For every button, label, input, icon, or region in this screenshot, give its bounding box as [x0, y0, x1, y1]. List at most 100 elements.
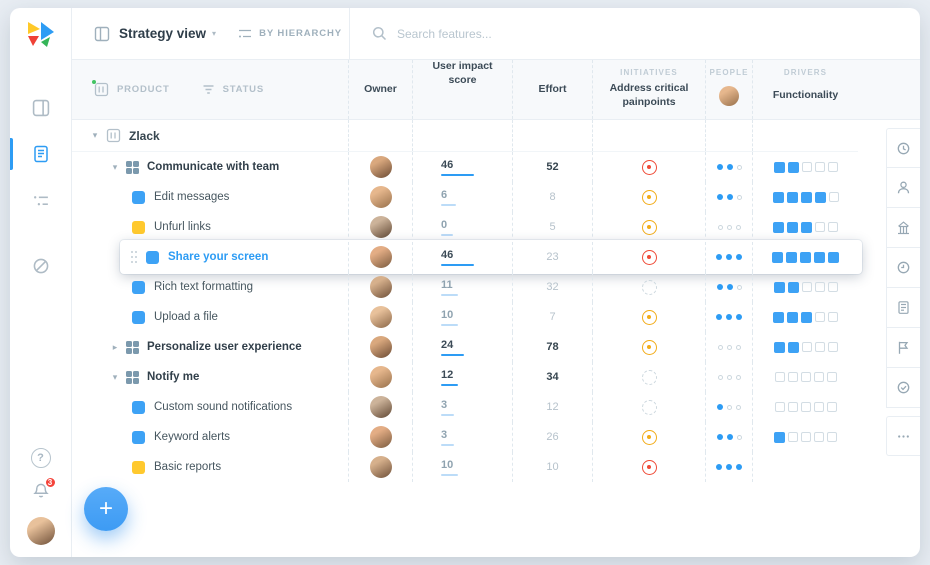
user-impact-score[interactable]: 10: [441, 458, 454, 471]
drivers-bar[interactable]: [773, 341, 838, 353]
owner-avatar[interactable]: [369, 246, 392, 268]
initiatives-column-header[interactable]: INITIATIVES Address critical painpoints: [592, 60, 705, 119]
initiative-status-icon[interactable]: [641, 309, 657, 325]
feature-row[interactable]: Edit messages 6 8: [72, 182, 858, 212]
user-impact-score[interactable]: 12: [441, 368, 454, 381]
feature-row[interactable]: Share your screen 46 23: [72, 240, 862, 274]
user-impact-score[interactable]: 24: [441, 338, 454, 351]
product-column-label[interactable]: PRODUCT: [117, 84, 170, 95]
flag-icon[interactable]: [886, 328, 920, 368]
status-column-label[interactable]: STATUS: [222, 84, 264, 95]
feature-label[interactable]: Keyword alerts: [154, 431, 231, 443]
owner-avatar[interactable]: [369, 366, 392, 388]
people-dots[interactable]: [716, 194, 742, 200]
initiative-status-icon[interactable]: [641, 279, 657, 295]
owner-avatar[interactable]: [369, 456, 392, 478]
feature-label[interactable]: Communicate with team: [147, 161, 280, 173]
feature-group-row[interactable]: ▸ Personalize user experience 24 78: [72, 332, 858, 362]
effort-value[interactable]: 34: [546, 371, 559, 383]
drivers-bar[interactable]: [773, 221, 838, 233]
drivers-bar[interactable]: [772, 251, 839, 263]
initiative-status-icon[interactable]: [641, 399, 657, 415]
user-impact-score[interactable]: 0: [441, 218, 448, 231]
effort-value[interactable]: 5: [549, 221, 556, 233]
expand-caret-icon[interactable]: ▾: [112, 371, 118, 382]
effort-value[interactable]: 23: [546, 251, 559, 263]
feature-row[interactable]: Keyword alerts 3 26: [72, 422, 858, 452]
expand-caret-icon[interactable]: ▾: [92, 130, 98, 140]
drivers-bar[interactable]: [774, 372, 837, 382]
feature-label[interactable]: Rich text formatting: [154, 281, 254, 293]
product-row[interactable]: ▾ Zlack: [72, 120, 858, 152]
people-icon[interactable]: [886, 168, 920, 208]
help-icon[interactable]: ?: [30, 448, 51, 468]
people-column-header[interactable]: PEOPLE: [705, 60, 752, 119]
owner-column-header[interactable]: Owner: [348, 60, 412, 119]
user-impact-score[interactable]: 6: [441, 188, 448, 201]
feature-label[interactable]: Unfurl links: [154, 221, 211, 233]
user-avatar[interactable]: [26, 517, 55, 545]
initiative-status-icon[interactable]: [641, 459, 657, 475]
user-impact-score[interactable]: 46: [441, 248, 454, 261]
drivers-bar[interactable]: [772, 191, 839, 203]
owner-avatar[interactable]: [369, 426, 392, 448]
notifications-bell-icon[interactable]: 3: [32, 476, 57, 504]
effort-value[interactable]: 8: [549, 191, 556, 203]
effort-value[interactable]: 78: [546, 341, 559, 353]
owner-avatar[interactable]: [369, 156, 392, 178]
add-feature-button[interactable]: +: [84, 487, 128, 531]
user-impact-score[interactable]: 46: [441, 158, 454, 171]
initiative-status-icon[interactable]: [641, 249, 657, 265]
initiative-status-icon[interactable]: [641, 189, 657, 205]
effort-value[interactable]: 12: [546, 401, 559, 413]
effort-value[interactable]: 7: [549, 311, 556, 323]
user-impact-column-header[interactable]: User impact score: [412, 60, 512, 119]
initiative-status-icon[interactable]: [641, 159, 657, 175]
drag-handle[interactable]: [130, 250, 138, 264]
effort-value[interactable]: 32: [546, 281, 559, 293]
owner-avatar[interactable]: [369, 306, 392, 328]
feature-row[interactable]: Rich text formatting 11 32: [72, 272, 858, 302]
feature-label[interactable]: Edit messages: [154, 191, 230, 203]
feature-row[interactable]: Basic reports 10 10: [72, 452, 858, 482]
owner-avatar[interactable]: [369, 216, 392, 238]
expand-caret-icon[interactable]: ▸: [112, 341, 118, 352]
feature-label[interactable]: Personalize user experience: [147, 341, 302, 353]
drivers-column-header[interactable]: DRIVERS Functionality: [752, 60, 858, 119]
drivers-bar[interactable]: [774, 431, 837, 443]
feature-group-row[interactable]: ▾ Notify me 12 34: [72, 362, 858, 392]
owner-avatar[interactable]: [369, 396, 392, 418]
feature-label[interactable]: Zlack: [129, 128, 160, 143]
app-logo-icon[interactable]: [25, 20, 57, 48]
feature-row[interactable]: Unfurl links 0 5: [72, 212, 858, 242]
calculator-icon[interactable]: [886, 288, 920, 328]
drivers-bar[interactable]: [773, 161, 838, 173]
clock-icon[interactable]: [886, 248, 920, 288]
view-title[interactable]: Strategy view: [119, 26, 207, 41]
people-dots[interactable]: [717, 374, 741, 380]
nav-hierarchy-icon[interactable]: [10, 180, 72, 220]
user-impact-score[interactable]: 3: [441, 398, 448, 411]
people-dots[interactable]: [716, 434, 742, 440]
feature-label[interactable]: Custom sound notifications: [154, 401, 293, 413]
feature-label[interactable]: Notify me: [147, 371, 200, 383]
history-icon[interactable]: [886, 128, 920, 168]
effort-column-header[interactable]: Effort: [512, 60, 592, 119]
feature-group-row[interactable]: ▾ Communicate with team 46 52: [72, 152, 858, 182]
people-dots[interactable]: [717, 344, 741, 350]
people-dots[interactable]: [717, 404, 741, 410]
people-dots[interactable]: [716, 164, 742, 170]
effort-value[interactable]: 26: [546, 431, 559, 443]
initiative-status-icon[interactable]: [641, 219, 657, 235]
nav-discover-icon[interactable]: [10, 246, 72, 286]
nav-board-icon[interactable]: [10, 88, 72, 128]
user-impact-score[interactable]: 3: [441, 428, 448, 441]
people-dots[interactable]: [716, 314, 742, 320]
feature-label[interactable]: Share your screen: [168, 251, 269, 263]
user-impact-score[interactable]: 10: [441, 308, 454, 321]
owner-avatar[interactable]: [369, 186, 392, 208]
drivers-bar[interactable]: [774, 402, 837, 412]
effort-value[interactable]: 10: [546, 461, 559, 473]
people-dots[interactable]: [716, 254, 742, 260]
owner-avatar[interactable]: [369, 336, 392, 358]
